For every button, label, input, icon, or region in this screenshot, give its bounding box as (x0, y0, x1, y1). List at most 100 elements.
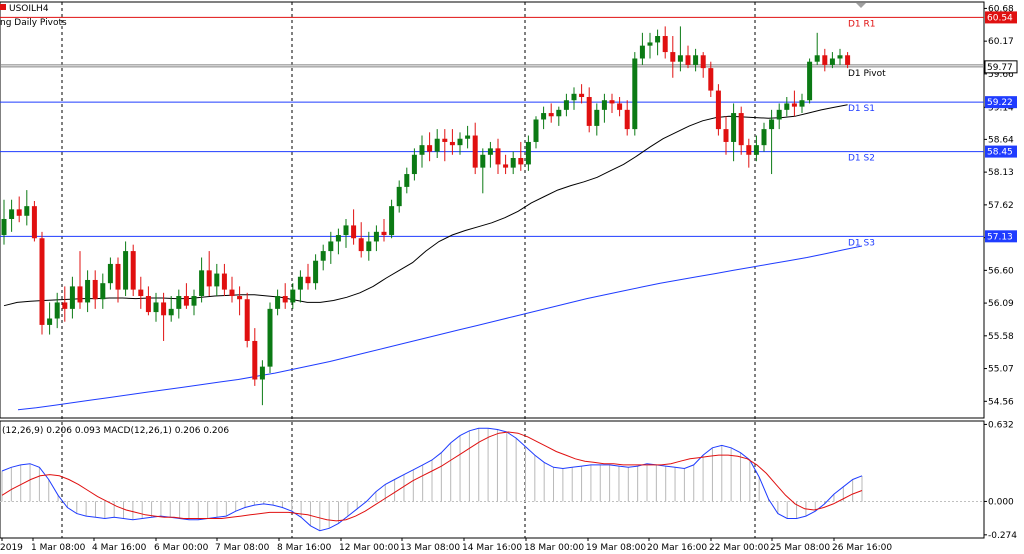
candle (845, 52, 851, 69)
time-tick-label: 4 Mar 16:00 (92, 543, 147, 553)
candle (533, 116, 539, 149)
time-tick-label: 22 Mar 00:00 (709, 543, 769, 553)
candle (39, 231, 45, 335)
indicator-label: ng Daily Pivots (0, 18, 67, 28)
candles (1, 26, 851, 406)
candle (419, 135, 425, 168)
candle (328, 231, 334, 264)
candle (791, 90, 797, 117)
macd-axis: 0.632 0.000 -0.274 (984, 420, 1017, 541)
candle (761, 122, 767, 152)
candle (31, 201, 37, 242)
candle (351, 209, 357, 245)
candle (130, 244, 136, 297)
candle (404, 167, 410, 194)
candle (510, 151, 516, 175)
candle (77, 251, 83, 309)
candle (427, 132, 433, 162)
macd-line (1, 427, 863, 532)
candle (1, 199, 7, 245)
candle (47, 302, 53, 335)
time-tick-label: 19 Mar 08:00 (586, 543, 646, 553)
macd-tick-label: -0.274 (988, 531, 1017, 541)
candle (107, 257, 113, 290)
time-tick-label: 26 Mar 16:00 (832, 543, 892, 553)
ma-fast-line (3, 104, 848, 307)
candle (320, 244, 326, 271)
candle (313, 254, 319, 290)
price-tick-label: 59.14 (988, 103, 1014, 113)
candle (738, 106, 744, 155)
candle (708, 61, 714, 98)
time-tick-label: 18 Mar 00:00 (524, 543, 584, 553)
time-tick-label: 20 Mar 16:00 (647, 543, 707, 553)
candle (731, 103, 737, 162)
candle (609, 93, 615, 114)
candle (191, 289, 197, 316)
candle (297, 270, 303, 303)
price-tag: 59.77 (984, 60, 1018, 74)
candle (601, 93, 607, 123)
candle (358, 222, 364, 258)
candle (647, 32, 653, 59)
price-tag: 60.54 (985, 11, 1017, 24)
candle (176, 289, 182, 319)
svg-text:58.45: 58.45 (987, 148, 1013, 158)
candle (92, 270, 98, 309)
candle (366, 231, 372, 261)
candle (69, 276, 75, 319)
macd-indicator (0, 427, 984, 532)
candle (518, 141, 524, 171)
chart-shift-marker-icon[interactable] (856, 3, 866, 8)
price-axis: 60.6860.1759.6659.1458.6458.1357.6257.11… (984, 4, 1018, 407)
macd-panel-frame (0, 420, 985, 539)
candle (16, 196, 22, 223)
candle (723, 116, 729, 155)
candle (799, 93, 805, 114)
time-tick-label: 2019 (0, 543, 23, 553)
price-tick-label: 58.13 (988, 168, 1014, 178)
candle (123, 241, 129, 297)
svg-text:59.77: 59.77 (987, 63, 1013, 73)
candle (556, 106, 562, 126)
time-tick-label: 6 Mar 00:00 (154, 543, 209, 553)
price-tick-label: 54.56 (988, 397, 1014, 407)
candle (662, 26, 668, 59)
candle (632, 52, 638, 136)
candle (769, 109, 775, 175)
candle (670, 36, 676, 78)
candle (206, 251, 212, 297)
candle (472, 122, 478, 175)
candle (776, 103, 782, 130)
macd-tick-label: 0.000 (988, 497, 1014, 507)
candle (571, 87, 577, 110)
pivot-label: D1 S3 (848, 238, 875, 248)
symbol-title: USOILH4 (9, 4, 49, 14)
pivot-label: D1 Pivot (848, 69, 886, 79)
signal-line (1, 431, 863, 522)
pivot-lines: D1 R1 D1 Pivot D1 S1 D1 S2 D1 S3 (0, 16, 984, 248)
price-tick-label: 55.58 (988, 332, 1014, 342)
pivot-label: D1 S1 (848, 104, 875, 114)
candle (145, 286, 151, 316)
price-tick-label: 56.09 (988, 299, 1014, 309)
candle (373, 225, 379, 252)
candle (586, 87, 592, 133)
candle (814, 32, 820, 65)
candle (85, 270, 91, 313)
candle (183, 283, 189, 309)
candle (9, 199, 15, 232)
candle (267, 302, 273, 374)
candle (579, 84, 585, 104)
candle (715, 84, 721, 136)
candle (617, 97, 623, 117)
candle (624, 100, 630, 136)
alert-icon (0, 4, 6, 10)
candle (199, 257, 205, 303)
time-tick-label: 13 Mar 08:00 (400, 543, 460, 553)
macd-tick-label: 0.632 (988, 420, 1014, 430)
pivot-label: D1 R1 (848, 19, 876, 29)
candle (822, 48, 828, 72)
